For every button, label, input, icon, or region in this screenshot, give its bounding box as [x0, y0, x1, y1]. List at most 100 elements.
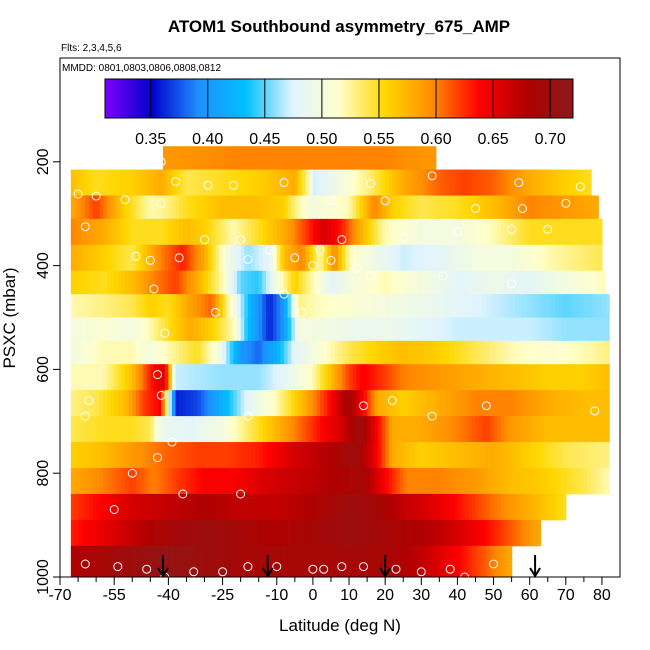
heatmap-cell — [410, 169, 415, 196]
heatmap-cell — [233, 519, 238, 547]
heatmap-cell — [226, 218, 231, 246]
heatmap-cell — [179, 493, 184, 521]
heatmap-cell — [385, 244, 390, 272]
heatmap-cell — [439, 270, 444, 295]
heatmap-cell — [172, 390, 177, 417]
heatmap-cell — [359, 493, 365, 521]
heatmap-cell — [106, 468, 112, 495]
heatmap-cell — [392, 364, 397, 391]
heatmap-cell — [500, 270, 505, 295]
heatmap-cell — [363, 468, 368, 495]
heatmap-cell — [229, 545, 235, 578]
heatmap-cell — [237, 195, 242, 220]
heatmap-cell — [240, 317, 245, 342]
heatmap-cell — [161, 442, 166, 469]
heatmap-cell — [186, 390, 191, 417]
heatmap-cell — [70, 317, 76, 342]
heatmap-cell — [143, 340, 148, 365]
heatmap-cell — [323, 195, 328, 220]
heatmap-cell — [511, 493, 516, 521]
colorbar-tick-label: 0.35 — [135, 131, 166, 148]
heatmap-cell — [482, 195, 487, 220]
heatmap-cell — [493, 270, 498, 295]
heatmap-cell — [500, 442, 505, 469]
heatmap-cell — [356, 317, 361, 342]
x-tick-label: 40 — [449, 587, 467, 604]
heatmap-cell — [442, 317, 448, 342]
heatmap-cell — [309, 364, 314, 391]
heatmap-cell — [587, 468, 592, 495]
heatmap-cell — [554, 195, 560, 220]
heatmap-cell — [594, 270, 599, 295]
heatmap-cell — [200, 195, 206, 220]
heatmap-cell — [218, 195, 224, 220]
heatmap-cell — [479, 364, 484, 391]
heatmap-cell — [103, 195, 108, 220]
heatmap-cell — [256, 146, 262, 170]
heatmap-cell — [359, 340, 365, 365]
heatmap-cell — [457, 468, 462, 495]
heatmap-cell — [338, 468, 343, 495]
heatmap-cell — [410, 468, 415, 495]
heatmap-cell — [576, 317, 581, 342]
colorbar-tick-label: 0.45 — [249, 131, 280, 148]
heatmap-cell — [164, 493, 169, 521]
heatmap-cell — [265, 493, 271, 521]
heatmap-cell — [78, 218, 83, 246]
heatmap-cell — [229, 442, 235, 469]
heatmap-cell — [70, 390, 76, 417]
heatmap-cell — [222, 364, 227, 391]
heatmap-cell — [247, 340, 253, 365]
heatmap-cell — [204, 493, 209, 521]
heatmap-cell — [403, 519, 408, 547]
heatmap-cell — [601, 390, 607, 417]
heatmap-cell — [547, 244, 552, 272]
heatmap-cell — [399, 340, 404, 365]
heatmap-cell — [392, 270, 397, 295]
heatmap-cell — [121, 244, 126, 272]
heatmap-layer — [70, 146, 610, 578]
heatmap-cell — [182, 294, 188, 318]
heatmap-cell — [486, 294, 491, 318]
heatmap-cell — [135, 442, 141, 469]
heatmap-row — [70, 294, 610, 318]
heatmap-cell — [421, 442, 426, 469]
heatmap-cell — [132, 442, 137, 469]
heatmap-cell — [197, 468, 202, 495]
heatmap-cell — [157, 442, 162, 469]
heatmap-cell — [446, 218, 451, 246]
heatmap-cell — [117, 218, 123, 246]
heatmap-cell — [153, 218, 159, 246]
heatmap-cell — [583, 390, 589, 417]
heatmap-cell — [146, 442, 151, 469]
heatmap-cell — [74, 468, 79, 495]
heatmap-cell — [508, 390, 513, 417]
heatmap-cell — [258, 244, 263, 272]
heatmap-cell — [377, 364, 383, 391]
heatmap-cell — [533, 294, 538, 318]
heatmap-cell — [583, 294, 589, 318]
heatmap-cell — [276, 169, 281, 196]
heatmap-cell — [204, 218, 209, 246]
heatmap-cell — [406, 294, 412, 318]
heatmap-cell — [453, 294, 459, 318]
heatmap-cell — [224, 146, 229, 170]
heatmap-cell — [85, 270, 90, 295]
sample-point — [489, 559, 498, 569]
heatmap-cell — [424, 364, 430, 391]
heatmap-cell — [453, 493, 459, 521]
heatmap-cell — [421, 294, 426, 318]
heatmap-cell — [518, 244, 524, 272]
heatmap-cell — [359, 364, 365, 391]
heatmap-cell — [117, 416, 123, 443]
heatmap-cell — [385, 340, 390, 365]
heatmap-cell — [164, 545, 169, 578]
heatmap-cell — [150, 218, 155, 246]
heatmap-cell — [182, 340, 188, 365]
heatmap-cell — [110, 390, 115, 417]
heatmap-cell — [417, 519, 422, 547]
heatmap-cell — [276, 545, 281, 578]
heatmap-cell — [558, 317, 563, 342]
heatmap-cell — [352, 390, 357, 417]
heatmap-cell — [482, 493, 487, 521]
